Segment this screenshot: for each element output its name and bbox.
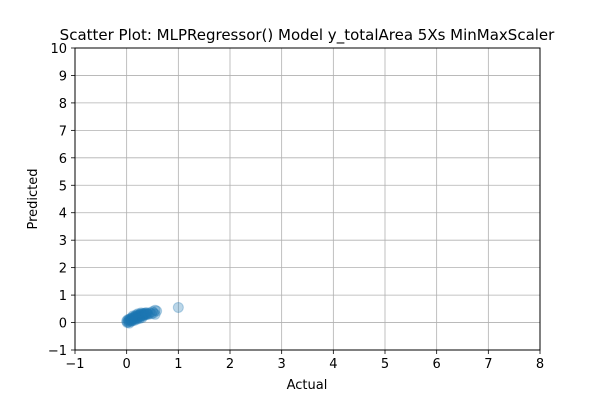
- scatter-point: [130, 309, 142, 321]
- scatter-point: [123, 314, 135, 326]
- scatter-point: [121, 317, 133, 329]
- scatter-point: [124, 314, 136, 326]
- scatter-point: [122, 314, 134, 326]
- scatter-point: [172, 301, 184, 313]
- y-tick-label: 4: [59, 207, 67, 222]
- y-tick-label: 5: [59, 179, 67, 194]
- scatter-point: [131, 313, 143, 325]
- data-points: [121, 301, 184, 329]
- y-tick-label: 0: [59, 317, 67, 332]
- scatter-point: [123, 313, 135, 325]
- scatter-point: [139, 309, 151, 321]
- plot-frame: [74, 47, 541, 351]
- x-tick-label: 3: [278, 357, 286, 372]
- scatter-point: [139, 307, 151, 319]
- chart-title: Scatter Plot: MLPRegressor() Model y_tot…: [60, 26, 555, 45]
- y-axis-label: Predicted: [26, 168, 41, 229]
- scatter-point: [121, 315, 133, 327]
- x-tick-label: 8: [536, 357, 544, 372]
- scatter-point: [141, 307, 153, 319]
- scatter-point: [128, 314, 140, 326]
- scatter-point: [138, 308, 150, 320]
- scatter-point: [125, 312, 137, 324]
- scatter-point: [122, 316, 134, 328]
- x-tick-label: 0: [123, 357, 131, 372]
- scatter-point: [136, 308, 148, 320]
- scatter-point: [127, 310, 139, 322]
- x-tick-label: 6: [433, 357, 441, 372]
- scatter-point: [129, 312, 141, 324]
- scatter-point: [123, 317, 135, 329]
- plot-area: [75, 48, 540, 350]
- y-tick-label: 2: [59, 262, 67, 277]
- scatter-point: [151, 305, 163, 317]
- scatter-point: [140, 308, 152, 320]
- scatter-point: [136, 312, 148, 324]
- y-tick-label: 8: [59, 97, 67, 112]
- scatter-point: [130, 311, 142, 323]
- scatter-point: [133, 311, 145, 323]
- x-axis-label: Actual: [287, 378, 328, 393]
- scatter-point: [132, 308, 144, 320]
- scatter-point: [137, 307, 149, 319]
- scatter-point: [136, 310, 148, 322]
- scatter-point: [145, 308, 157, 320]
- scatter-point: [125, 315, 137, 327]
- x-tick-label: 7: [484, 357, 492, 372]
- scatter-point: [134, 310, 146, 322]
- y-tick-label: 9: [59, 69, 67, 84]
- scatter-point: [126, 315, 138, 327]
- scatter-point: [144, 307, 156, 319]
- y-tick-label: 6: [59, 152, 67, 167]
- scatter-point: [134, 308, 146, 320]
- y-tick-label: 7: [59, 124, 67, 139]
- x-tick-label: 4: [329, 357, 337, 372]
- scatter-point: [132, 312, 144, 324]
- scatter-point: [149, 308, 161, 320]
- scatter-point: [128, 313, 140, 325]
- scatter-point: [135, 309, 147, 321]
- y-tick-label: −1: [48, 344, 67, 359]
- x-tick-label: 5: [381, 357, 389, 372]
- scatter-point: [142, 308, 154, 320]
- scatter-point: [137, 309, 149, 321]
- scatter-point: [134, 312, 146, 324]
- scatter-point: [126, 312, 138, 324]
- y-axis-ticks: −1 0 1 2 3 4 5 6 7 8 9 10: [48, 42, 75, 359]
- scatter-point: [129, 311, 141, 323]
- scatter-point: [126, 313, 138, 325]
- scatter-point: [132, 310, 144, 322]
- scatter-point: [141, 308, 153, 320]
- scatter-point: [133, 309, 145, 321]
- y-tick-label: 3: [59, 234, 67, 249]
- x-tick-label: −1: [65, 357, 84, 372]
- scatter-point: [138, 309, 150, 321]
- scatter-point: [135, 307, 147, 319]
- scatter-point: [135, 311, 147, 323]
- x-tick-label: 2: [226, 357, 234, 372]
- scatter-point: [140, 307, 152, 319]
- scatter-point: [124, 315, 136, 327]
- scatter-point: [147, 306, 158, 318]
- scatter-point: [127, 314, 139, 326]
- scatter-point: [149, 304, 161, 316]
- scatter-point: [130, 312, 142, 324]
- scatter-point: [128, 311, 140, 323]
- x-axis-ticks: −1 0 1 2 3 4 5 6 7 8: [65, 350, 544, 372]
- x-tick-label: 1: [174, 357, 182, 372]
- y-tick-label: 10: [50, 42, 67, 57]
- scatter-point: [127, 312, 139, 324]
- y-tick-label: 1: [59, 289, 67, 304]
- scatter-point: [131, 310, 143, 322]
- scatter-point: [148, 307, 160, 319]
